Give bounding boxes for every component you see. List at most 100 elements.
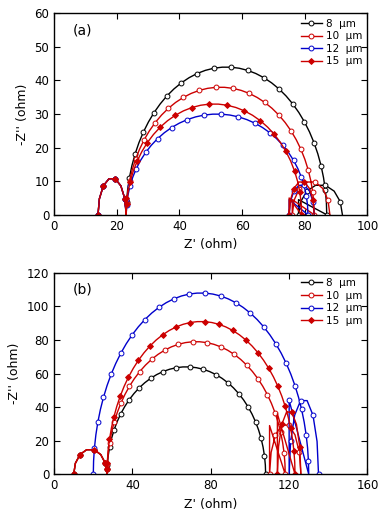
15  μm xyxy=(242,108,247,114)
8  μm xyxy=(340,212,345,218)
8  μm xyxy=(201,366,205,372)
10  μm xyxy=(327,212,332,218)
8  μm xyxy=(269,80,274,86)
15  μm xyxy=(106,448,110,454)
10  μm xyxy=(71,471,76,477)
15  μm xyxy=(298,471,303,477)
15  μm xyxy=(124,212,128,218)
12  μm xyxy=(305,445,310,451)
8  μm xyxy=(92,446,96,453)
10  μm xyxy=(214,84,218,90)
8  μm xyxy=(207,368,212,375)
15  μm xyxy=(158,124,163,130)
8  μm xyxy=(290,101,295,107)
15  μm xyxy=(128,179,132,185)
15  μm xyxy=(97,196,102,202)
Text: (a): (a) xyxy=(73,23,92,37)
8  μm xyxy=(107,444,112,450)
10  μm xyxy=(115,409,120,416)
15  μm xyxy=(142,350,146,356)
15  μm xyxy=(165,118,170,124)
8  μm xyxy=(262,453,267,459)
10  μm xyxy=(276,112,281,118)
12  μm xyxy=(124,212,128,218)
12  μm xyxy=(267,332,272,338)
8  μm xyxy=(104,471,109,477)
15  μm xyxy=(307,185,312,192)
8  μm xyxy=(187,364,192,370)
8  μm xyxy=(127,397,131,403)
10  μm xyxy=(124,200,129,207)
15  μm xyxy=(131,168,135,174)
10  μm xyxy=(293,432,297,438)
8  μm xyxy=(73,460,78,467)
15  μm xyxy=(278,140,283,146)
15  μm xyxy=(287,195,291,201)
Line: 8  μm: 8 μm xyxy=(71,364,268,476)
Line: 8  μm: 8 μm xyxy=(96,65,345,217)
8  μm xyxy=(112,427,116,433)
12  μm xyxy=(113,175,118,182)
8  μm xyxy=(106,453,110,459)
15  μm xyxy=(113,175,118,182)
8  μm xyxy=(104,471,109,477)
15  μm xyxy=(135,158,140,164)
8  μm xyxy=(250,411,254,417)
8  μm xyxy=(132,390,136,397)
Y-axis label: -Z'' (ohm): -Z'' (ohm) xyxy=(16,84,29,145)
10  μm xyxy=(299,146,303,153)
12  μm xyxy=(211,111,215,117)
8  μm xyxy=(231,385,236,391)
8  μm xyxy=(124,212,128,218)
10  μm xyxy=(96,212,100,218)
X-axis label: Z' (ohm): Z' (ohm) xyxy=(184,238,238,251)
10  μm xyxy=(267,471,272,477)
8  μm xyxy=(118,411,123,417)
15  μm xyxy=(101,183,106,189)
12  μm xyxy=(307,471,311,477)
15  μm xyxy=(104,471,109,477)
12  μm xyxy=(286,149,291,156)
10  μm xyxy=(104,471,109,477)
8  μm xyxy=(261,444,265,450)
15  μm xyxy=(312,212,317,218)
8  μm xyxy=(71,471,76,477)
15  μm xyxy=(284,148,288,155)
10  μm xyxy=(124,212,128,218)
Line: 12  μm: 12 μm xyxy=(96,112,317,217)
15  μm xyxy=(71,471,76,477)
15  μm xyxy=(195,319,200,325)
15  μm xyxy=(300,212,304,218)
8  μm xyxy=(214,372,218,378)
8  μm xyxy=(105,462,110,468)
15  μm xyxy=(291,185,296,192)
8  μm xyxy=(142,380,147,386)
15  μm xyxy=(107,175,111,182)
8  μm xyxy=(263,471,268,477)
8  μm xyxy=(181,364,185,370)
8  μm xyxy=(104,466,109,472)
8  μm xyxy=(148,375,153,381)
12  μm xyxy=(245,116,249,122)
10  μm xyxy=(265,391,270,398)
15  μm xyxy=(145,140,150,146)
Legend: 8  μm, 10  μm, 12  μm, 15  μm: 8 μm, 10 μm, 12 μm, 15 μm xyxy=(299,276,364,328)
15  μm xyxy=(288,197,293,203)
8  μm xyxy=(226,380,230,386)
Line: 15  μm: 15 μm xyxy=(96,102,316,217)
8  μm xyxy=(137,385,142,391)
15  μm xyxy=(261,357,266,363)
15  μm xyxy=(287,212,291,218)
15  μm xyxy=(258,118,263,124)
8  μm xyxy=(122,404,127,410)
Line: 12  μm: 12 μm xyxy=(91,291,321,476)
Line: 15  μm: 15 μm xyxy=(72,320,303,476)
15  μm xyxy=(126,374,131,380)
12  μm xyxy=(312,212,317,218)
15  μm xyxy=(295,179,300,185)
8  μm xyxy=(253,419,258,425)
8  μm xyxy=(194,364,199,371)
15  μm xyxy=(272,131,277,138)
12  μm xyxy=(219,111,224,117)
12  μm xyxy=(274,340,278,347)
